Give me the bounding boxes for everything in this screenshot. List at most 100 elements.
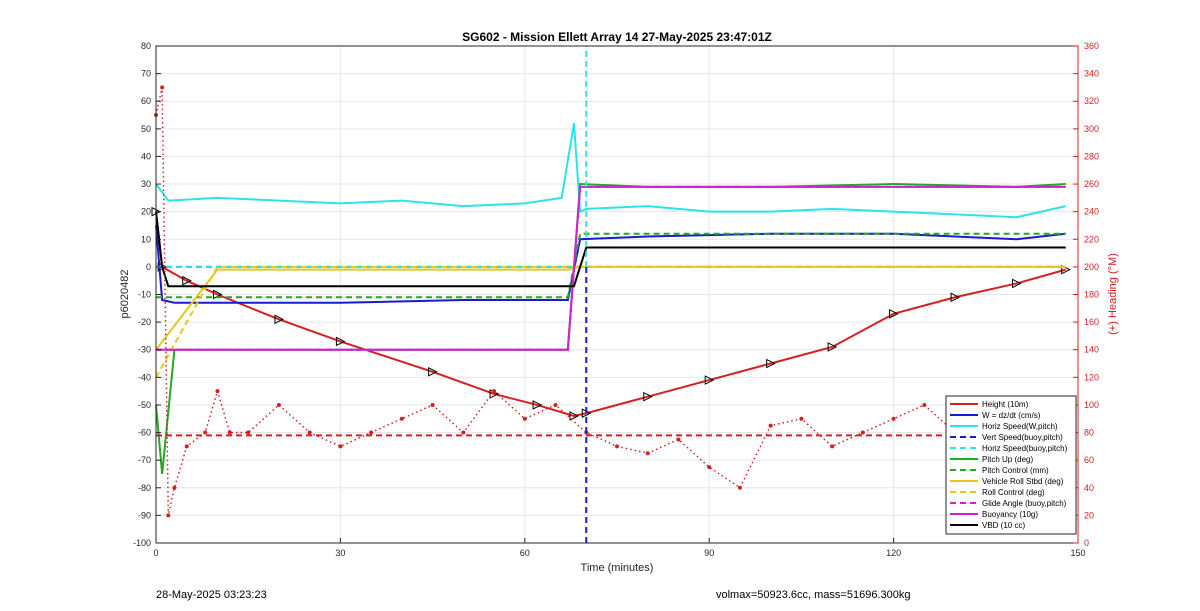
y2-tick-label: 320 [1084, 96, 1099, 106]
height-marker [1061, 264, 1071, 275]
y2-tick-label: 120 [1084, 372, 1099, 382]
y-tick-label: 80 [141, 41, 151, 51]
series-layer [151, 46, 1071, 543]
axis-ticks: 0 30 60 90 120 150-100-90-80-70-60-50-40-30-2… [133, 41, 1099, 558]
y-tick-label: 20 [141, 207, 151, 217]
height-marker [532, 400, 543, 410]
y2-tick-label: 80 [1084, 428, 1094, 438]
height-marker [643, 391, 653, 402]
legend-label: Pitch Up (deg) [982, 455, 1033, 464]
y2-tick-label: 300 [1084, 124, 1099, 134]
height-marker [766, 358, 776, 369]
y-tick-label: -100 [133, 538, 151, 548]
y2-tick-label: 240 [1084, 207, 1099, 217]
series-line [156, 185, 1066, 351]
x-tick-label: 120 [886, 548, 901, 558]
y-tick-label: 70 [141, 69, 151, 79]
y2-tick-label: 160 [1084, 317, 1099, 327]
height-marker [704, 375, 715, 385]
heading-point [615, 444, 619, 449]
y2-tick-label: 360 [1084, 41, 1099, 51]
legend-label: Roll Control (deg) [982, 488, 1045, 497]
heading-point [166, 513, 171, 518]
series-buoyancy-10g [156, 185, 1066, 351]
legend-box [945, 395, 1077, 535]
series-line [155, 211, 1066, 288]
y-axis-label: p6020482 [119, 270, 131, 319]
y2-axis-label: (+) Heading (°M) [1107, 253, 1119, 335]
y2-tick-label: 200 [1084, 262, 1099, 272]
height-marker [335, 336, 346, 347]
series-line [155, 225, 1066, 304]
y-tick-label: 30 [141, 179, 151, 189]
series-w-dz-dt-cm-s [155, 225, 1066, 304]
heading-point [922, 402, 927, 407]
height-marker [889, 309, 899, 319]
y2-tick-label: 0 [1084, 538, 1089, 548]
y2-tick-label: 40 [1084, 483, 1094, 493]
y-tick-label: 0 [146, 262, 151, 272]
height-marker [274, 314, 285, 325]
y-tick-label: -40 [138, 372, 151, 382]
legend-label: Pitch Control (mm) [982, 466, 1049, 475]
legend-label: Horiz Speed(W,pitch) [982, 422, 1058, 431]
x-tick-label: 150 [1070, 548, 1085, 558]
y-tick-label: -70 [138, 455, 151, 465]
y2-tick-label: 180 [1084, 290, 1099, 300]
series-heading [154, 85, 1068, 518]
heading-point [707, 465, 712, 470]
height-marker [827, 342, 838, 352]
footer-volmax-mass: volmax=50923.6cc, mass=51696.300kg [716, 589, 911, 601]
y-tick-label: 60 [141, 96, 151, 106]
x-tick-label: 60 [520, 548, 530, 558]
y2-tick-label: 100 [1084, 400, 1099, 410]
legend-label: Height (10m) [982, 400, 1029, 409]
y-tick-label: -20 [138, 317, 151, 327]
legend: Height (10m) W = dz/dt (cm/s) Horiz Speed(… [945, 395, 1077, 535]
legend-label: Horiz Speed(buoy,pitch) [982, 444, 1068, 453]
legend-label: Buoyancy (10g) [982, 510, 1038, 519]
series-pitch-control-mm [156, 232, 1066, 299]
legend-label: Vehicle Roll Stbd (deg) [982, 477, 1064, 486]
y-tick-label: -10 [138, 290, 151, 300]
heading-point [492, 389, 497, 394]
height-marker [428, 367, 438, 377]
series-line [155, 123, 1066, 219]
legend-label: VBD (10 cc) [982, 521, 1025, 530]
y2-tick-label: 280 [1084, 151, 1099, 161]
legend-label: Vert Speed(buoy,pitch) [982, 433, 1063, 442]
height-marker [1012, 278, 1022, 289]
height-marker [950, 292, 961, 303]
y-tick-label: -90 [138, 510, 151, 520]
chart-title: SG602 - Mission Ellett Array 14 27-May-2… [462, 30, 772, 44]
y2-tick-label: 20 [1084, 510, 1094, 520]
heading-point [203, 430, 208, 435]
y-tick-label: -30 [138, 345, 151, 355]
y2-tick-label: 260 [1084, 179, 1099, 189]
heading-point [172, 485, 177, 490]
y-tick-label: 40 [141, 151, 151, 161]
legend-label: Glide Angle (buoy,pitch) [982, 499, 1067, 508]
y-tick-label: 50 [141, 124, 151, 134]
y2-tick-label: 60 [1084, 455, 1094, 465]
legend-label: W = dz/dt (cm/s) [982, 411, 1041, 420]
height-marker [569, 411, 580, 421]
footer-timestamp: 28-May-2025 03:23:23 [156, 589, 267, 601]
x-axis-label: Time (minutes) [581, 562, 654, 574]
y2-tick-label: 220 [1084, 234, 1099, 244]
series-horiz-speed-w-pitch [155, 123, 1066, 219]
y-tick-label: 10 [141, 234, 151, 244]
series-line [156, 232, 1066, 299]
series-vbd-10-cc [155, 211, 1066, 288]
x-tick-label: 30 [335, 548, 345, 558]
y-tick-label: -50 [138, 400, 151, 410]
x-tick-label: 0 [153, 548, 158, 558]
y2-tick-label: 140 [1084, 345, 1099, 355]
x-tick-label: 90 [704, 548, 714, 558]
series-line [155, 211, 1066, 418]
y2-tick-label: 340 [1084, 69, 1099, 79]
y-tick-label: -80 [138, 483, 151, 493]
height-marker [182, 275, 192, 286]
y-tick-label: -60 [138, 428, 151, 438]
